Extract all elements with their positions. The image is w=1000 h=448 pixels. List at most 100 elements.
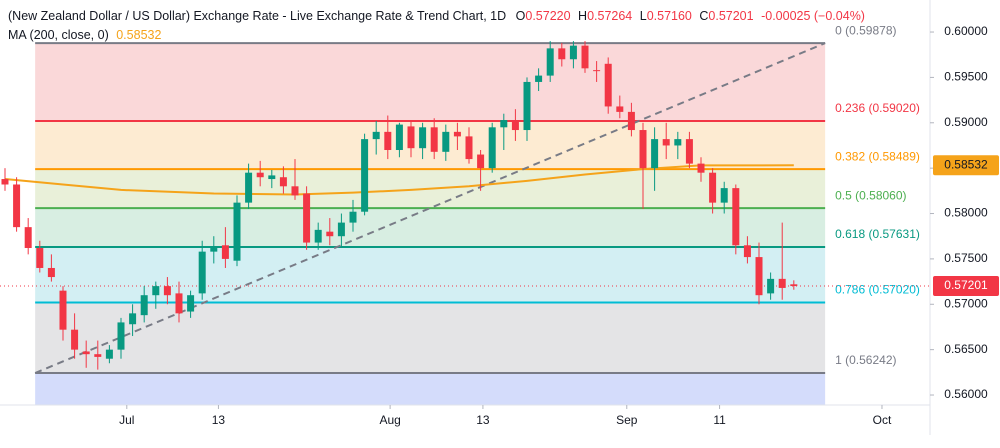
y-tick-label: 0.56000 — [944, 387, 988, 401]
x-tick-label: Jul — [119, 413, 134, 427]
ma-badge — [933, 155, 999, 176]
plot-marks: 0 (0.59878) 0.236 (0.59020) 0.382 (0.58489… — [0, 0, 999, 435]
x-tick-label: Oct — [873, 413, 892, 427]
candle-body — [256, 172, 264, 178]
candle-body — [419, 127, 427, 149]
candle-body — [674, 139, 682, 146]
y-tick-label: 0.59500 — [944, 70, 988, 84]
candle-body — [430, 127, 438, 152]
candle-body — [511, 120, 519, 131]
candle-body — [233, 202, 241, 261]
candle-body — [129, 313, 137, 325]
y-tick-label: 0.57500 — [944, 251, 988, 265]
ma-value: 0.58532 — [116, 28, 161, 42]
fib-label: 0.618 (0.57631) — [835, 227, 920, 241]
fib-label: 0.382 (0.58489) — [835, 149, 920, 163]
ohlc-value: 0.57201 — [708, 9, 753, 23]
candle-body — [732, 188, 740, 246]
y-tick-label: 0.59000 — [944, 115, 988, 129]
candle-body — [593, 70, 601, 72]
candle-body — [1, 179, 9, 185]
candle-body — [13, 184, 21, 228]
candle-body — [790, 284, 798, 287]
plot-background — [35, 43, 826, 405]
candle-body — [569, 45, 577, 60]
candle-body — [372, 131, 380, 140]
candle-body — [303, 193, 311, 243]
candle-body — [651, 139, 659, 169]
candle-body — [767, 278, 775, 294]
candle-body — [662, 139, 670, 146]
candle-body — [720, 188, 728, 203]
change: -0.00025 (−0.04%) — [761, 9, 865, 23]
candle-body — [326, 231, 334, 237]
candle-body — [453, 131, 461, 137]
candle-body — [743, 245, 751, 258]
candle-body — [47, 267, 55, 278]
candle-body — [535, 75, 543, 82]
fib-label: 0.5 (0.58060) — [835, 188, 906, 202]
candle-body — [36, 248, 44, 268]
candle-body — [685, 139, 693, 164]
candle-body — [140, 295, 148, 316]
y-tick-label: 0.58000 — [944, 206, 988, 220]
candle-body — [245, 172, 253, 203]
fib-zone — [35, 302, 826, 374]
candle-body — [523, 81, 531, 131]
y-tick-label: 0.57000 — [944, 296, 988, 310]
y-tick-label: 0.60000 — [944, 24, 988, 38]
candle-body — [477, 154, 485, 169]
x-tick-label: 11 — [713, 413, 726, 427]
ohlc-label: H — [578, 9, 587, 23]
candle-body — [24, 227, 32, 249]
candle-body — [82, 351, 90, 355]
chart-header: (New Zealand Dollar / US Dollar) Exchang… — [8, 9, 865, 23]
candle-body — [697, 163, 705, 173]
candle-body — [314, 229, 322, 243]
candle-body — [187, 295, 195, 312]
ma-badge-label: 0.58532 — [944, 157, 988, 171]
candle-body — [442, 131, 450, 152]
ma-legend: MA (200, close, 0) 0.58532 — [8, 28, 161, 42]
ohlc-value: 0.57220 — [525, 9, 570, 23]
candle-body — [616, 106, 624, 112]
ma-line — [4, 164, 794, 196]
candle-body — [163, 286, 171, 296]
ohlc-label: O — [516, 9, 526, 23]
candle-body — [279, 177, 287, 187]
fib-zone — [35, 120, 826, 170]
ohlc-value: 0.57160 — [647, 9, 692, 23]
candle-body — [221, 245, 229, 259]
candle-body — [407, 126, 415, 149]
candle-body — [59, 290, 67, 330]
candle-body — [105, 349, 113, 359]
candle-body — [627, 111, 635, 131]
candle-body — [71, 329, 79, 350]
candle-body — [198, 251, 206, 294]
last-price-label: 0.57201 — [944, 278, 988, 292]
candle-body — [175, 293, 183, 314]
trend-line — [34, 42, 826, 374]
candle-body — [558, 48, 566, 60]
x-tick-label: Sep — [616, 413, 638, 427]
ohlc-label: C — [699, 9, 708, 23]
candle-body — [500, 120, 508, 128]
y-tick-label: 0.56500 — [944, 342, 988, 356]
candle-body — [778, 278, 786, 288]
fib-zone — [35, 208, 826, 248]
fib-label: 1 (0.56242) — [835, 353, 896, 367]
fib-label: 0.786 (0.57020) — [835, 283, 920, 297]
x-tick-label: 13 — [212, 413, 226, 427]
candle-body — [639, 130, 647, 169]
fib-zone — [35, 373, 826, 405]
candle-body — [94, 354, 102, 357]
candle-body — [395, 124, 403, 151]
candle-body — [546, 48, 554, 76]
candle-body — [337, 222, 345, 237]
ma-label: MA (200, close, 0) — [8, 28, 109, 42]
candle-body — [361, 139, 369, 212]
candle-body — [291, 186, 299, 196]
candle-body — [488, 127, 496, 169]
ohlc-label: L — [640, 9, 647, 23]
